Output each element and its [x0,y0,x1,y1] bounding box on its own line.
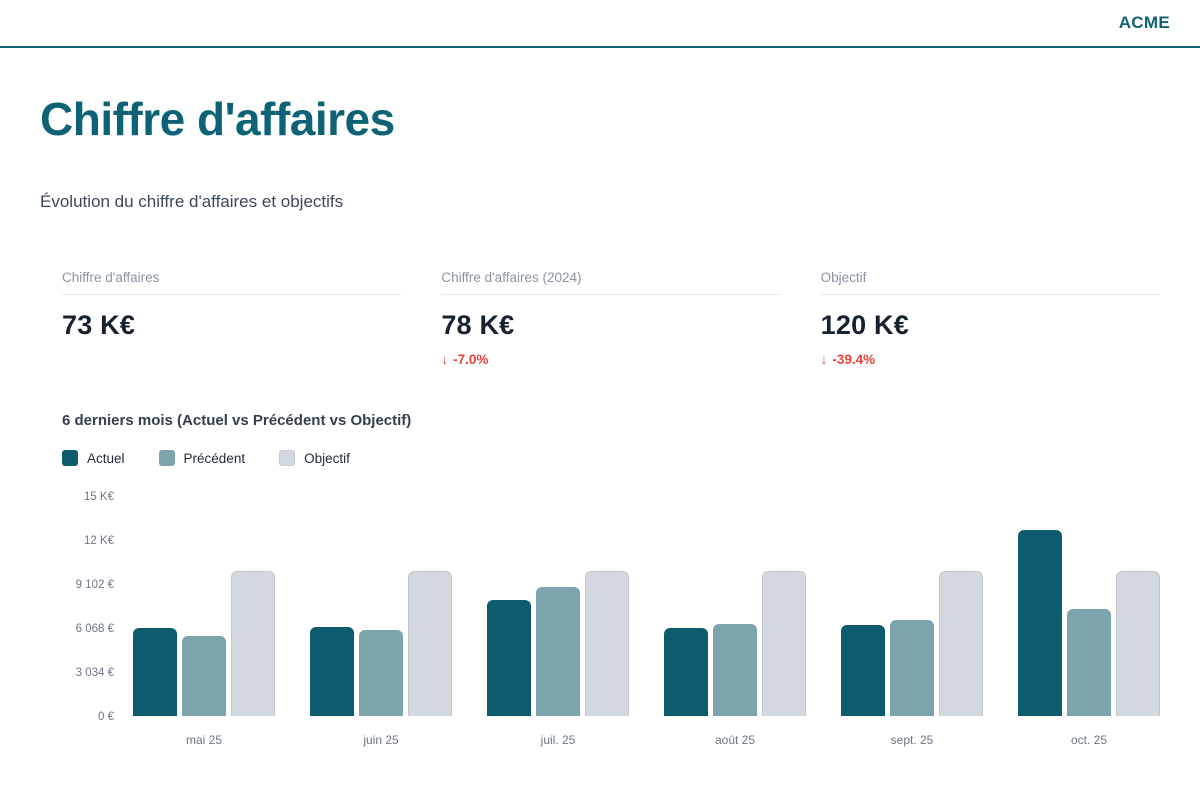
page-subtitle: Évolution du chiffre d'affaires et objec… [40,192,344,211]
bar-actuel [133,627,177,716]
chart-title: 6 derniers mois (Actuel vs Précédent vs … [62,412,412,429]
legend-swatch-actuel [62,450,78,466]
kpi-card-chiffre-affaires-2024: Chiffre d'affaires (2024) 78 K€ ↓ -7.0% [441,270,781,368]
bar-precedent [359,630,403,716]
legend-label: Actuel [87,450,125,466]
x-axis-label: mai 25 [185,733,223,747]
kpi-divider [62,294,402,295]
kpi-delta-value: -7.0% [453,352,489,367]
down-arrow-icon: ↓ [441,352,449,367]
y-axis: 15 K€ 12 K€ 9 102 € 6 068 € 3 034 € 0 € [62,491,122,723]
x-axis-label: juin 25 [363,733,399,747]
bar-group-juin-25 [310,571,452,716]
y-tick-label: 0 € [98,711,114,723]
kpi-label: Chiffre d'affaires [62,270,160,285]
kpi-value: 73 K€ [62,310,136,340]
bar-group-ao-t-25 [664,571,806,716]
bar-objectif [762,571,806,716]
kpi-divider [441,294,781,295]
plot-area [133,496,1160,716]
bar-group-sept-25 [841,571,983,716]
kpi-card-chiffre-affaires: Chiffre d'affaires 73 K€ [62,270,402,368]
y-tick-label: 3 034 € [75,667,114,679]
bar-actuel [841,625,885,716]
bar-group-mai-25 [133,571,275,716]
x-axis-label: juil. 25 [540,733,576,747]
x-axis: mai 25 juin 25 juil. 25 août 25 sept. 25 oct.… [133,733,1160,747]
x-axis-label: sept. 25 [890,733,934,747]
bar-objectif [231,571,275,716]
plot-wrap: mai 25 juin 25 juil. 25 août 25 sept. 25 oct.… [122,496,1160,747]
brand-logo: ACME [1118,13,1170,32]
bar-actuel [310,626,354,716]
chart-section: 6 derniers mois (Actuel vs Précédent vs … [40,412,1160,747]
y-tick-label: 9 102 € [75,579,114,591]
down-arrow-icon: ↓ [820,352,828,367]
bar-objectif [939,571,983,716]
main-content: Chiffre d'affaires Évolution du chiffre … [0,92,1200,747]
bar-group-oct-25 [1018,530,1160,716]
kpi-delta: ↓ -39.4% [821,352,1160,368]
bar-group-juil-25 [487,571,629,716]
bar-precedent [1067,609,1111,716]
app-header: ACME [0,0,1200,48]
bar-precedent [536,586,580,716]
legend-swatch-objectif [279,450,296,466]
x-axis-label: oct. 25 [1070,733,1108,747]
kpi-delta-value: -39.4% [832,352,876,367]
legend-label: Objectif [304,450,350,466]
bar-objectif [408,571,452,716]
bar-actuel [1018,530,1062,716]
bar-objectif [1116,571,1160,716]
kpi-row: Chiffre d'affaires 73 K€ Chiffre d'affai… [40,270,1160,368]
y-tick-label: 15 K€ [83,491,114,503]
bar-precedent [713,623,757,716]
kpi-label: Chiffre d'affaires (2024) [441,270,582,285]
legend-item-precedent: Précédent [158,450,246,466]
kpi-label: Objectif [820,270,867,285]
bar-precedent [890,619,934,716]
kpi-card-objectif: Objectif 120 K€ ↓ -39.4% [820,270,1160,368]
bar-chart: 15 K€ 12 K€ 9 102 € 6 068 € 3 034 € 0 € mai 2… [62,491,1160,747]
kpi-value: 78 K€ [441,310,515,340]
legend-item-objectif: Objectif [279,450,350,466]
y-tick-label: 12 K€ [83,535,114,547]
page-title: Chiffre d'affaires [40,93,395,145]
chart-legend: Actuel Précédent Objectif [62,450,1160,466]
kpi-value: 120 K€ [820,310,909,340]
bar-actuel [664,628,708,716]
bar-precedent [182,636,226,716]
legend-item-actuel: Actuel [62,450,125,466]
y-tick-label: 6 068 € [75,623,114,635]
kpi-divider [820,294,1160,295]
legend-swatch-precedent [158,450,175,466]
bar-actuel [487,600,531,716]
x-axis-label: août 25 [714,733,756,747]
kpi-delta: ↓ -7.0% [441,352,780,368]
legend-label: Précédent [183,450,246,466]
bar-objectif [585,571,629,716]
